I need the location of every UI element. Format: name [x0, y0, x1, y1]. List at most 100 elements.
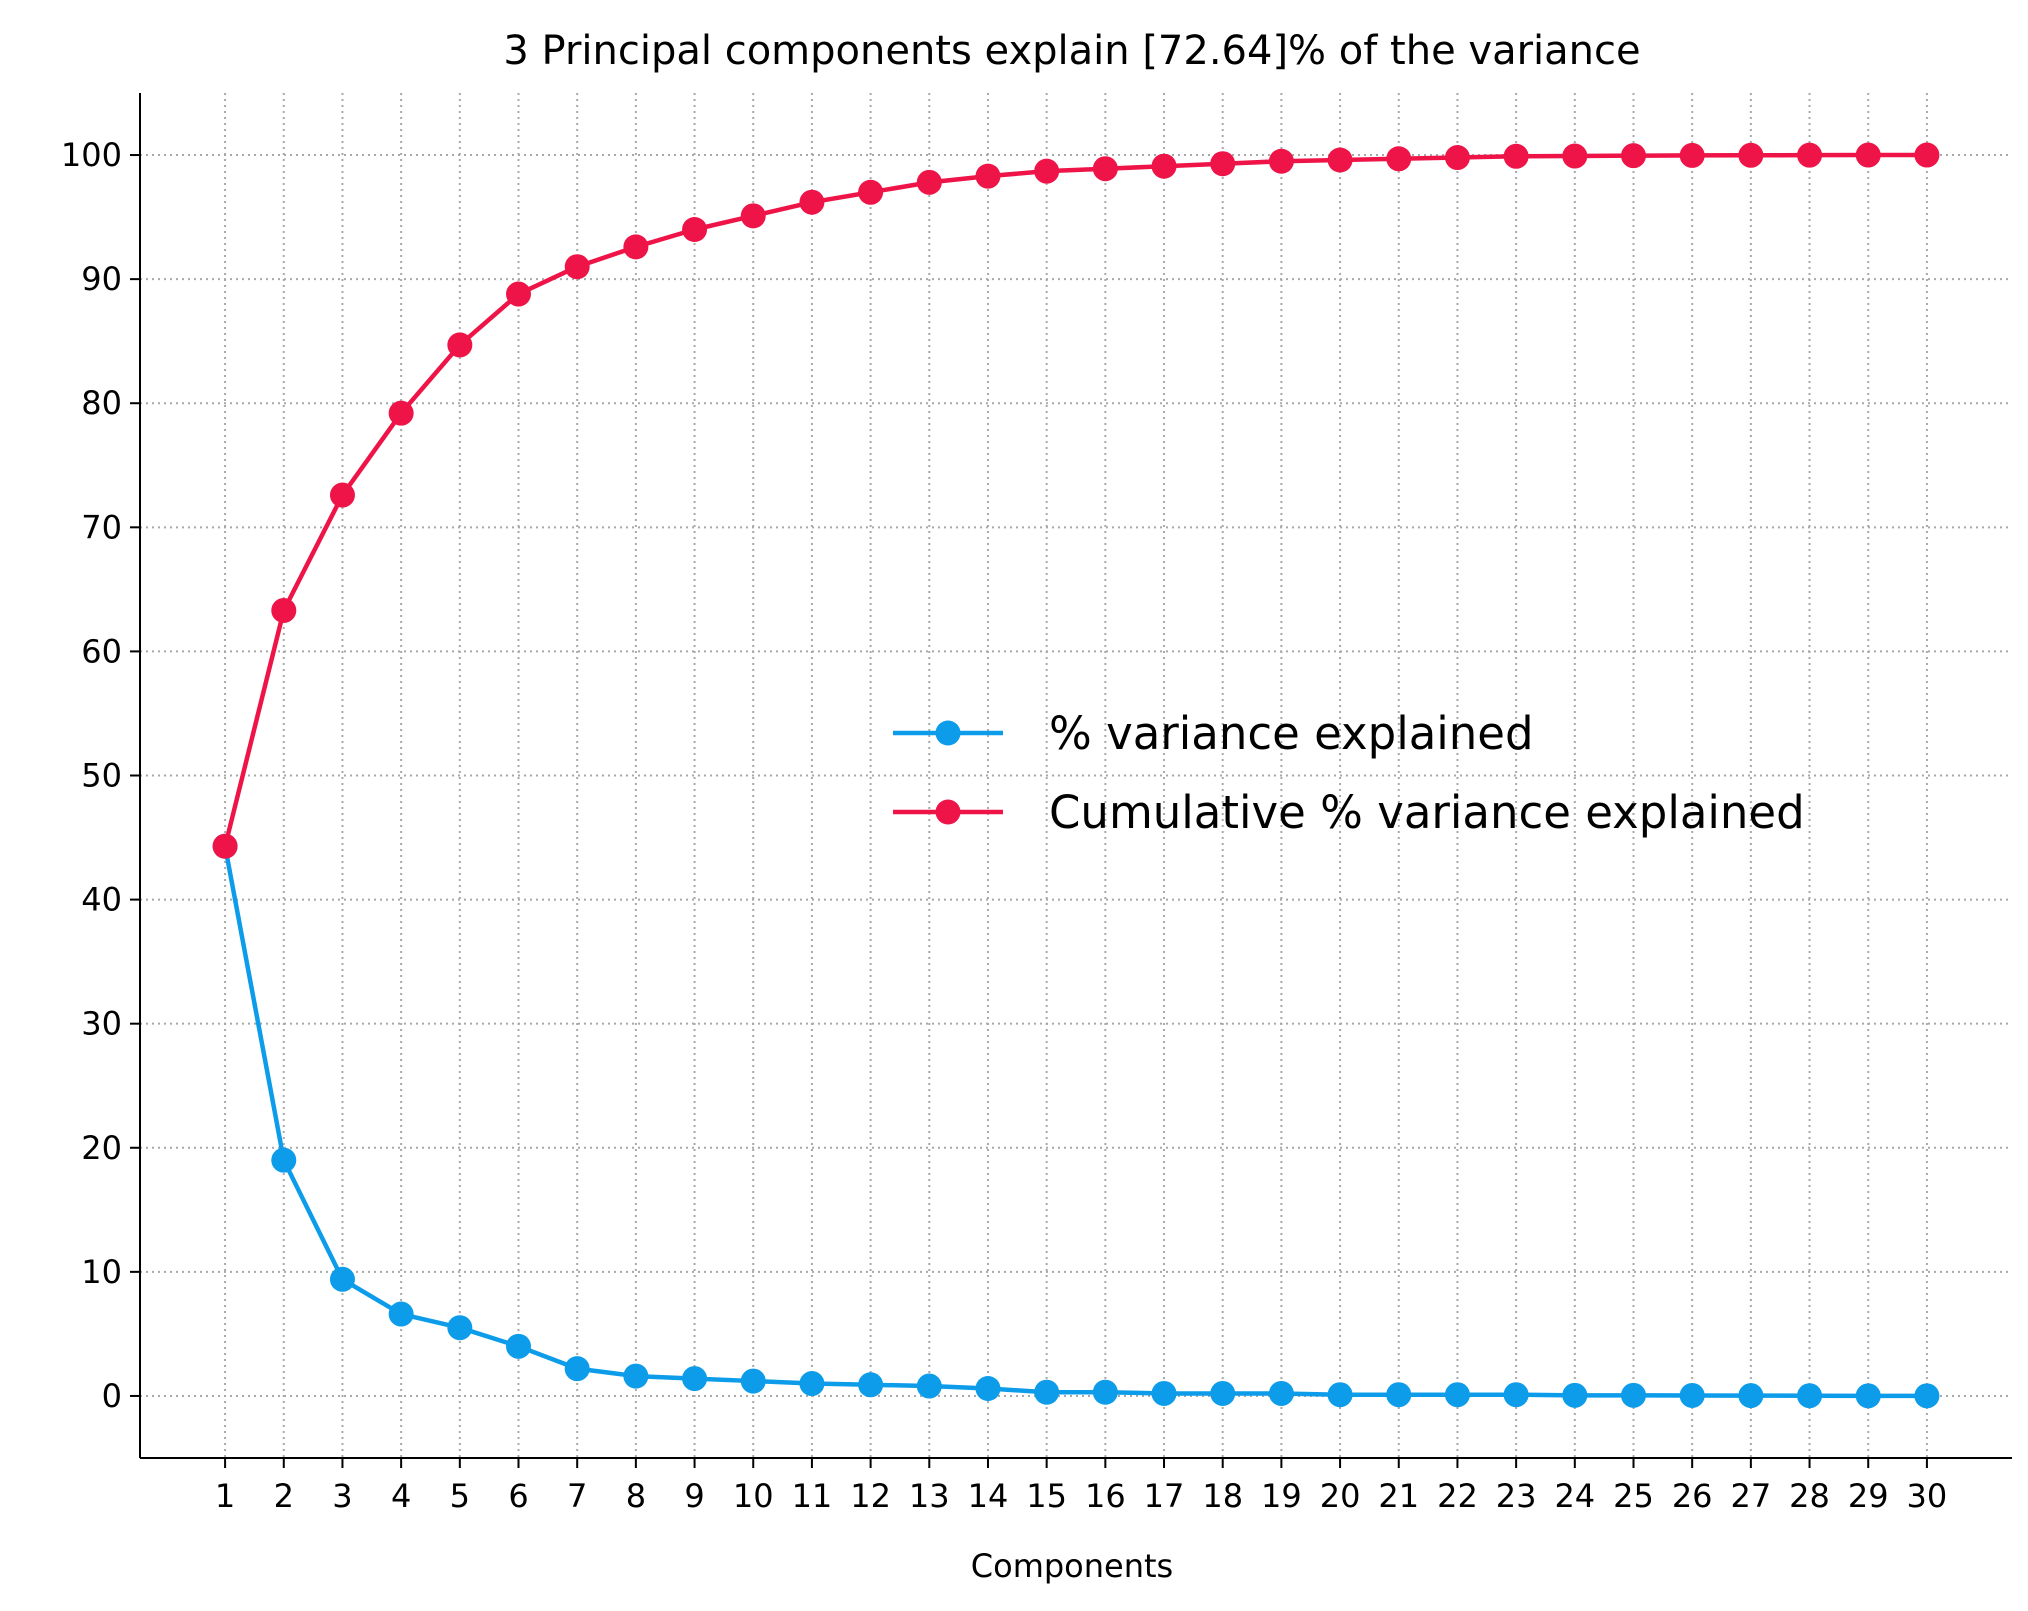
data-point [1151, 1380, 1177, 1406]
x-axis-label: Components [971, 1547, 1173, 1585]
data-point [1034, 1379, 1060, 1405]
x-tick-label: 19 [1261, 1477, 1302, 1515]
data-point [564, 254, 590, 280]
data-point [564, 1356, 590, 1382]
series-layer [212, 142, 1940, 1409]
x-tick-label: 5 [450, 1477, 470, 1515]
data-point [682, 217, 708, 242]
data-point [329, 482, 355, 508]
data-point [1914, 142, 1940, 168]
x-tick-label: 26 [1672, 1477, 1713, 1515]
data-point [1738, 142, 1764, 168]
data-point [1444, 1382, 1470, 1408]
x-tick-label: 14 [968, 1477, 1009, 1515]
legend-entry: Cumulative % variance explained [893, 786, 1805, 839]
data-point [1679, 1382, 1705, 1408]
data-point [740, 1368, 766, 1394]
data-point [1738, 1383, 1764, 1409]
data-point [1797, 142, 1823, 168]
x-tick-label: 25 [1613, 1477, 1654, 1515]
y-tick-label: 80 [81, 384, 122, 422]
y-tick-label: 70 [81, 508, 122, 546]
data-point [1855, 1383, 1881, 1409]
data-point [1092, 156, 1118, 182]
legend-marker [935, 720, 961, 746]
axes [130, 93, 2012, 1468]
legend-marker [935, 799, 961, 825]
x-tick-label: 12 [850, 1477, 891, 1515]
data-point [447, 332, 473, 358]
data-point [447, 1315, 473, 1341]
legend: % variance explained Cumulative % varianc… [893, 707, 1805, 839]
y-tick-label: 60 [81, 632, 122, 670]
legend-label: % variance explained [1049, 707, 1534, 760]
data-point [388, 1301, 414, 1327]
grid-lines [140, 93, 2012, 1458]
data-point [1327, 147, 1353, 173]
data-point [1855, 142, 1881, 168]
data-point [1503, 143, 1529, 169]
data-point [799, 189, 825, 215]
data-point [858, 179, 884, 205]
x-tick-label: 2 [274, 1477, 294, 1515]
data-point [858, 1372, 884, 1398]
y-tick-label: 50 [81, 757, 122, 795]
x-tick-label: 8 [626, 1477, 646, 1515]
data-point [1444, 145, 1470, 171]
x-tick-label: 17 [1144, 1477, 1185, 1515]
data-point [1679, 142, 1705, 168]
x-tick-label: 10 [733, 1477, 774, 1515]
x-tick-label: 27 [1730, 1477, 1771, 1515]
data-point [623, 1363, 649, 1389]
data-point [975, 1376, 1001, 1402]
x-tick-label: 11 [792, 1477, 833, 1515]
data-point [1562, 143, 1588, 169]
x-tick-label: 23 [1496, 1477, 1537, 1515]
data-point [271, 597, 297, 623]
data-point [1797, 1383, 1823, 1409]
data-point [388, 400, 414, 426]
x-tick-label: 24 [1554, 1477, 1595, 1515]
series-cumulative [212, 142, 1940, 859]
x-tick-label: 13 [909, 1477, 950, 1515]
legend-label: Cumulative % variance explained [1049, 786, 1805, 839]
data-point [1386, 146, 1412, 172]
x-tick-label: 16 [1085, 1477, 1126, 1515]
y-tick-label: 10 [81, 1253, 122, 1291]
data-point [916, 1373, 942, 1399]
series-variance [212, 833, 1940, 1409]
data-point [506, 281, 532, 307]
data-point [1268, 148, 1294, 174]
data-point [916, 169, 942, 195]
data-point [740, 203, 766, 229]
data-point [1386, 1382, 1412, 1408]
x-tick-label: 18 [1202, 1477, 1243, 1515]
tick-labels: 1 2 3 4 5 6 7 8 9 10 11 12 13 14 15 16 17 18 19 20 21 22 23 24 2… [61, 136, 1947, 1515]
data-point [1914, 1383, 1940, 1409]
x-tick-label: 9 [684, 1477, 704, 1515]
data-point [1151, 153, 1177, 179]
data-point [1562, 1382, 1588, 1408]
y-tick-label: 90 [81, 260, 122, 298]
chart-title: 3 Principal components explain [72.64]% … [503, 28, 1640, 74]
data-point [1092, 1379, 1118, 1405]
data-point [1268, 1380, 1294, 1406]
y-tick-label: 40 [81, 881, 122, 919]
y-tick-label: 30 [81, 1005, 122, 1043]
y-tick-label: 100 [61, 136, 122, 174]
data-point [799, 1371, 825, 1397]
series-line [222, 845, 1927, 1399]
data-point [682, 1366, 708, 1392]
x-tick-label: 29 [1848, 1477, 1889, 1515]
data-point [975, 163, 1001, 189]
y-tick-label: 0 [102, 1377, 122, 1415]
data-point [1620, 143, 1646, 169]
x-tick-label: 15 [1026, 1477, 1067, 1515]
data-point [623, 234, 649, 260]
data-point [1210, 1380, 1236, 1406]
data-point [1503, 1382, 1529, 1408]
data-point [1327, 1382, 1353, 1408]
x-tick-label: 22 [1437, 1477, 1478, 1515]
data-point [271, 1147, 297, 1173]
